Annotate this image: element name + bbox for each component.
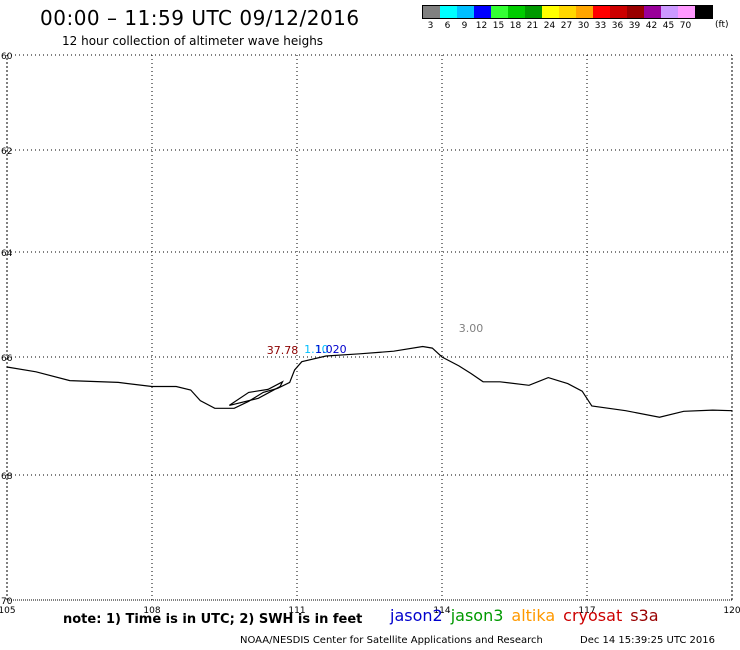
legend-swatch — [661, 6, 678, 18]
legend-swatch — [576, 6, 593, 18]
legend-swatch — [695, 6, 712, 18]
legend-label: 3 — [427, 21, 434, 31]
x-tick-label: 114 — [433, 606, 450, 616]
legend-swatch — [644, 6, 661, 18]
legend-swatch — [457, 6, 474, 18]
legend-label: 36 — [611, 21, 624, 31]
y-tick-label: 64 — [1, 249, 13, 259]
x-tick-label: 105 — [0, 606, 16, 616]
legend-label: 9 — [461, 21, 468, 31]
x-tick-label: 108 — [143, 606, 160, 616]
y-tick-label: 68 — [1, 472, 13, 482]
observation-label: 1.020 — [315, 343, 347, 356]
legend-swatch — [610, 6, 627, 18]
legend-swatches — [422, 5, 713, 19]
x-tick-label: 117 — [578, 606, 595, 616]
generation-timestamp: Dec 14 15:39:25 UTC 2016 — [580, 635, 715, 646]
coastline — [6, 345, 733, 418]
legend-label: 33 — [594, 21, 607, 31]
coastline-line — [6, 345, 733, 418]
observation-label: 37.78 — [267, 344, 299, 357]
legend-unit: (ft) — [715, 20, 729, 30]
legend-label: 39 — [628, 21, 641, 31]
legend-swatch — [440, 6, 457, 18]
x-tick-label: 111 — [288, 606, 305, 616]
legend-label: 45 — [662, 21, 675, 31]
legend-label: 27 — [560, 21, 573, 31]
map-title: 00:00 – 11:59 UTC 09/12/2016 — [40, 6, 360, 30]
map-subtitle: 12 hour collection of altimeter wave hei… — [62, 34, 324, 48]
mission-legend: jason2 jason3 altika cryosat s3a — [390, 606, 667, 625]
legend-label: 15 — [492, 21, 505, 31]
mission-jason3: jason3 — [450, 606, 504, 625]
legend-swatch — [678, 6, 695, 18]
mission-jason2: jason2 — [390, 606, 443, 625]
mission-altika: altika — [511, 606, 556, 625]
y-tick-label: 70 — [1, 597, 13, 607]
legend-label: 30 — [577, 21, 590, 31]
legend-label: 12 — [475, 21, 488, 31]
x-tick-label: 120 — [723, 606, 740, 616]
legend-swatch — [491, 6, 508, 18]
mission-s3a: s3a — [630, 606, 659, 625]
legend-label: 70 — [679, 21, 692, 31]
legend-swatch — [559, 6, 576, 18]
legend-label: 18 — [509, 21, 522, 31]
color-legend: 3 6 9 12 15 18 21 24 27 30 33 36 39 42 45 70 (ft) — [422, 5, 729, 31]
observation-label: 1.10 — [304, 343, 329, 356]
legend-label: 21 — [526, 21, 539, 31]
legend-label: 6 — [444, 21, 451, 31]
legend-label: 24 — [543, 21, 556, 31]
legend-swatch — [423, 6, 440, 18]
grid-lines — [6, 54, 733, 601]
y-tick-label: 62 — [1, 147, 12, 157]
plot-frame — [6, 54, 733, 601]
legend-swatch — [474, 6, 491, 18]
legend-label: 42 — [645, 21, 658, 31]
observations: 37.78 1.101.020 3.00 — [267, 322, 484, 357]
legend-swatch — [593, 6, 610, 18]
observation-label: 3.00 — [459, 322, 484, 335]
legend-swatch — [627, 6, 644, 18]
legend-labels: 3 6 9 12 15 18 21 24 27 30 33 36 39 42 45 70 — [422, 21, 713, 31]
mission-cryosat: cryosat — [563, 606, 623, 625]
credit-line: NOAA/NESDIS Center for Satellite Applica… — [240, 635, 543, 646]
y-tick-label: 60 — [1, 52, 13, 62]
legend-swatch — [542, 6, 559, 18]
footer-note: note: 1) Time is in UTC; 2) SWH is in fe… — [63, 612, 363, 627]
axis-tick-labels: 105 108 111 114 117 120 60 62 64 66 68 70 — [0, 52, 740, 616]
y-tick-label: 66 — [1, 354, 13, 364]
legend-swatch — [508, 6, 525, 18]
island-outline — [228, 380, 284, 406]
legend-swatch — [525, 6, 542, 18]
